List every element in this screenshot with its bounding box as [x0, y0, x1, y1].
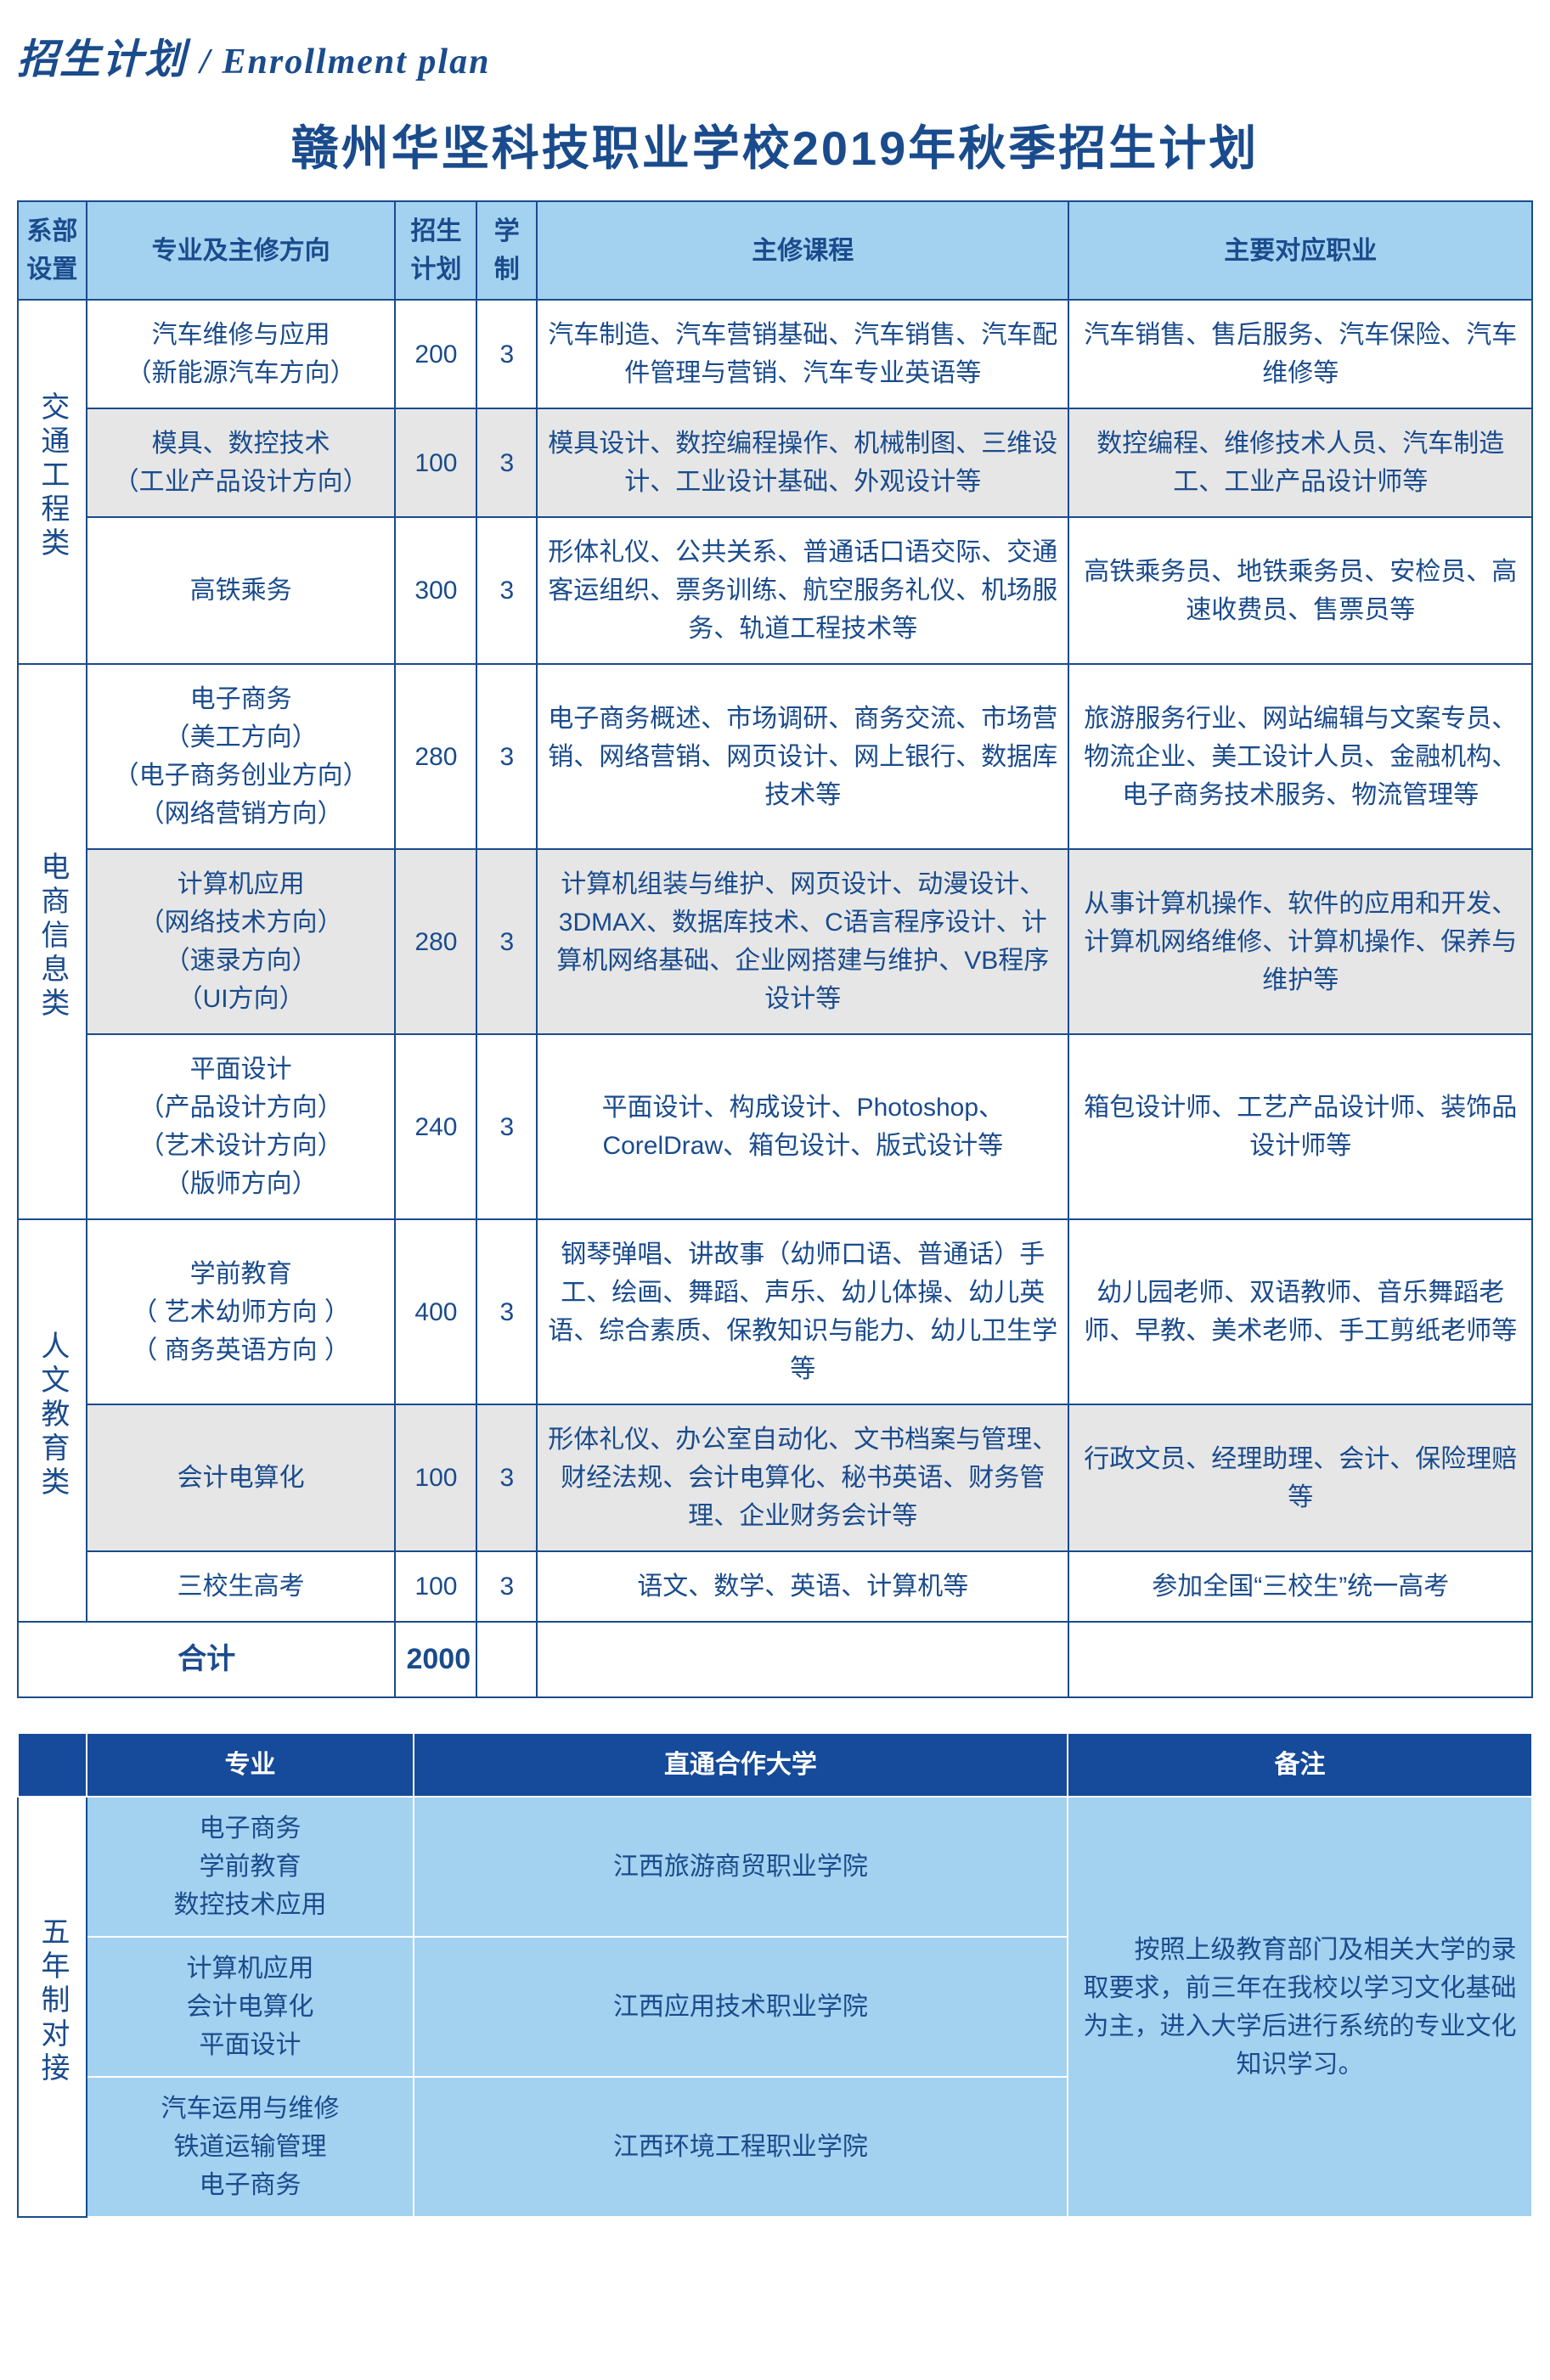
- system-cell: 3: [476, 1551, 537, 1622]
- header-en: / Enrollment plan: [200, 42, 490, 82]
- quota-cell: 100: [395, 1404, 476, 1551]
- careers-cell: 行政文员、经理助理、会计、保险理赔等: [1068, 1404, 1532, 1551]
- table-row: 人文教育类学前教育（ 艺术幼师方向 ）（ 商务英语方向 ）4003钢琴弹唱、讲故…: [18, 1219, 1532, 1404]
- system-cell: 3: [476, 664, 537, 849]
- th-dept: 系部设置: [18, 201, 87, 300]
- quota-cell: 100: [395, 408, 476, 517]
- sub-uni-cell: 江西环境工程职业学院: [414, 2077, 1068, 2217]
- table-row: 平面设计（产品设计方向）（艺术设计方向）（版师方向）2403平面设计、构成设计、…: [18, 1034, 1532, 1219]
- major-cell: 三校生高考: [87, 1551, 396, 1622]
- total-label: 合计: [18, 1622, 395, 1697]
- major-cell: 汽车维修与应用（新能源汽车方向）: [87, 300, 396, 408]
- total-quota: 2000: [395, 1622, 476, 1697]
- dept-cell: 交通工程类: [18, 300, 87, 664]
- th-courses: 主修课程: [537, 201, 1068, 300]
- major-cell: 高铁乘务: [87, 517, 396, 664]
- sub-uni-cell: 江西旅游商贸职业学院: [414, 1797, 1068, 1937]
- quota-cell: 280: [395, 849, 476, 1034]
- careers-cell: 箱包设计师、工艺产品设计师、装饰品设计师等: [1068, 1034, 1532, 1219]
- system-cell: 3: [476, 849, 537, 1034]
- table-row: 高铁乘务3003形体礼仪、公共关系、普通话口语交际、交通客运组织、票务训练、航空…: [18, 517, 1532, 664]
- table-row: 三校生高考1003语文、数学、英语、计算机等参加全国“三校生”统一高考: [18, 1551, 1532, 1622]
- table-row: 交通工程类汽车维修与应用（新能源汽车方向）2003汽车制造、汽车营销基础、汽车销…: [18, 300, 1532, 408]
- courses-cell: 语文、数学、英语、计算机等: [537, 1551, 1068, 1622]
- careers-cell: 汽车销售、售后服务、汽车保险、汽车维修等: [1068, 300, 1532, 408]
- quota-cell: 400: [395, 1219, 476, 1404]
- table-row: 计算机应用（网络技术方向）（速录方向）（UI方向）2803计算机组装与维护、网页…: [18, 849, 1532, 1034]
- courses-cell: 电子商务概述、市场调研、商务交流、市场营销、网络营销、网页设计、网上银行、数据库…: [537, 664, 1068, 849]
- sth-blank: [18, 1733, 87, 1797]
- system-cell: 3: [476, 1219, 537, 1404]
- dept-cell: 人文教育类: [18, 1219, 87, 1622]
- system-cell: 3: [476, 408, 537, 517]
- sth-uni: 直通合作大学: [414, 1733, 1068, 1797]
- page-title: 赣州华坚科技职业学校2019年秋季招生计划: [17, 110, 1533, 179]
- partnership-table: 专业 直通合作大学 备注 五年制对接电子商务学前教育数控技术应用江西旅游商贸职业…: [17, 1732, 1533, 2218]
- major-cell: 学前教育（ 艺术幼师方向 ）（ 商务英语方向 ）: [87, 1219, 396, 1404]
- courses-cell: 模具设计、数控编程操作、机械制图、三维设计、工业设计基础、外观设计等: [537, 408, 1068, 517]
- careers-cell: 从事计算机操作、软件的应用和开发、计算机网络维修、计算机操作、保养与维护等: [1068, 849, 1532, 1034]
- sub-dept-cell: 五年制对接: [18, 1797, 87, 2217]
- quota-cell: 280: [395, 664, 476, 849]
- sub-note-cell: 按照上级教育部门及相关大学的录取要求，前三年在我校以学习文化基础为主，进入大学后…: [1068, 1797, 1532, 2217]
- sth-major: 专业: [87, 1733, 414, 1797]
- th-system: 学制: [476, 201, 537, 300]
- quota-cell: 200: [395, 300, 476, 408]
- system-cell: 3: [476, 517, 537, 664]
- major-cell: 模具、数控技术（工业产品设计方向）: [87, 408, 396, 517]
- careers-cell: 幼儿园老师、双语教师、音乐舞蹈老师、早教、美术老师、手工剪纸老师等: [1068, 1219, 1532, 1404]
- sub-major-cell: 计算机应用会计电算化平面设计: [87, 1937, 414, 2077]
- sth-note: 备注: [1068, 1733, 1532, 1797]
- sub-major-cell: 汽车运用与维修铁道运输管理电子商务: [87, 2077, 414, 2217]
- courses-cell: 形体礼仪、办公室自动化、文书档案与管理、财经法规、会计电算化、秘书英语、财务管理…: [537, 1404, 1068, 1551]
- system-cell: 3: [476, 300, 537, 408]
- th-major: 专业及主修方向: [87, 201, 396, 300]
- system-cell: 3: [476, 1034, 537, 1219]
- quota-cell: 300: [395, 517, 476, 664]
- header-cn: 招生计划: [17, 37, 187, 82]
- careers-cell: 高铁乘务员、地铁乘务员、安检员、高速收费员、售票员等: [1068, 517, 1532, 664]
- careers-cell: 旅游服务行业、网站编辑与文案专员、物流企业、美工设计人员、金融机构、电子商务技术…: [1068, 664, 1532, 849]
- sub-uni-cell: 江西应用技术职业学院: [414, 1937, 1068, 2077]
- system-cell: 3: [476, 1404, 537, 1551]
- major-cell: 电子商务（美工方向）（电子商务创业方向）（网络营销方向）: [87, 664, 396, 849]
- courses-cell: 计算机组装与维护、网页设计、动漫设计、3DMAX、数据库技术、C语言程序设计、计…: [537, 849, 1068, 1034]
- major-cell: 平面设计（产品设计方向）（艺术设计方向）（版师方向）: [87, 1034, 396, 1219]
- total-row: 合计2000: [18, 1622, 1532, 1697]
- careers-cell: 参加全国“三校生”统一高考: [1068, 1551, 1532, 1622]
- careers-cell: 数控编程、维修技术人员、汽车制造工、工业产品设计师等: [1068, 408, 1532, 517]
- courses-cell: 形体礼仪、公共关系、普通话口语交际、交通客运组织、票务训练、航空服务礼仪、机场服…: [537, 517, 1068, 664]
- table-row: 模具、数控技术（工业产品设计方向）1003模具设计、数控编程操作、机械制图、三维…: [18, 408, 1532, 517]
- quota-cell: 240: [395, 1034, 476, 1219]
- th-quota: 招生计划: [395, 201, 476, 300]
- major-cell: 计算机应用（网络技术方向）（速录方向）（UI方向）: [87, 849, 396, 1034]
- page-header: 招生计划 / Enrollment plan: [17, 25, 1533, 85]
- table-row: 会计电算化1003形体礼仪、办公室自动化、文书档案与管理、财经法规、会计电算化、…: [18, 1404, 1532, 1551]
- quota-cell: 100: [395, 1551, 476, 1622]
- dept-cell: 电商信息类: [18, 664, 87, 1219]
- th-careers: 主要对应职业: [1068, 201, 1532, 300]
- enrollment-table: 系部设置 专业及主修方向 招生计划 学制 主修课程 主要对应职业 交通工程类汽车…: [17, 200, 1533, 1698]
- partner-row: 五年制对接电子商务学前教育数控技术应用江西旅游商贸职业学院 按照上级教育部门及相…: [18, 1797, 1532, 1937]
- courses-cell: 钢琴弹唱、讲故事（幼师口语、普通话）手工、绘画、舞蹈、声乐、幼儿体操、幼儿英语、…: [537, 1219, 1068, 1404]
- courses-cell: 平面设计、构成设计、Photoshop、CorelDraw、箱包设计、版式设计等: [537, 1034, 1068, 1219]
- major-cell: 会计电算化: [87, 1404, 396, 1551]
- courses-cell: 汽车制造、汽车营销基础、汽车销售、汽车配件管理与营销、汽车专业英语等: [537, 300, 1068, 408]
- table-row: 电商信息类电子商务（美工方向）（电子商务创业方向）（网络营销方向）2803电子商…: [18, 664, 1532, 849]
- sub-major-cell: 电子商务学前教育数控技术应用: [87, 1797, 414, 1937]
